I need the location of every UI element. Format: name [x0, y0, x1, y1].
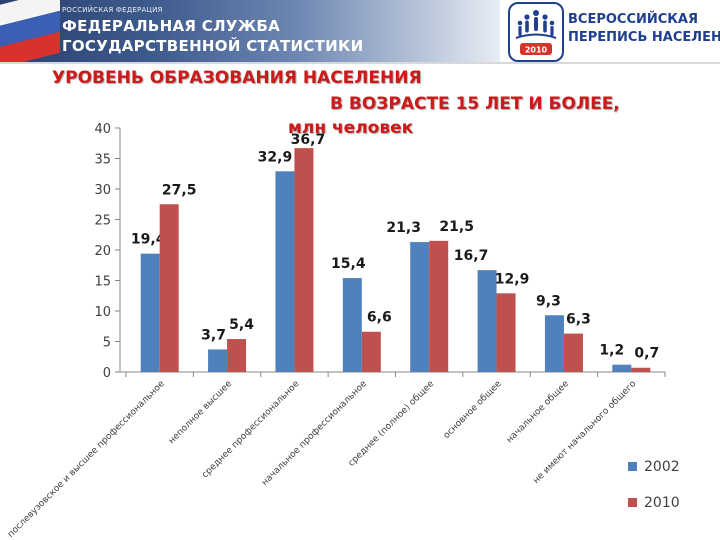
ministry-title-line2: ГОСУДАРСТВЕННОЙ СТАТИСТИКИ [62, 37, 364, 55]
data-label: 21,3 [386, 220, 421, 236]
bar-2002 [544, 315, 564, 372]
data-label: 6,3 [566, 312, 591, 328]
x-category-label: начальное профессиональное [260, 379, 369, 488]
data-label: 5,4 [229, 317, 254, 333]
data-label: 19,4 [131, 232, 166, 248]
bar-2010 [631, 367, 651, 372]
y-tick-label: 30 [94, 183, 111, 198]
census-title-line1: ВСЕРОССИЙСКАЯ [568, 12, 698, 27]
header-divider [0, 62, 720, 64]
y-tick-label: 35 [94, 153, 111, 168]
y-tick-label: 25 [94, 214, 111, 229]
data-label: 6,6 [367, 310, 392, 326]
legend-swatch-2002 [628, 462, 637, 471]
data-label: 9,3 [536, 293, 561, 309]
legend-label-2002: 2002 [644, 459, 680, 475]
bar-2002 [140, 253, 160, 372]
census-logo-block: 2010 ВСЕРОССИЙСКАЯ ПЕРЕПИСЬ НАСЕЛЕНИЯ [500, 0, 720, 62]
data-label: 12,9 [495, 271, 530, 287]
data-label: 16,7 [454, 248, 489, 264]
bar-2010 [294, 148, 314, 372]
census-logo-icon: 2010 [508, 2, 564, 62]
data-label: 3,7 [201, 327, 226, 343]
census-year: 2010 [525, 46, 548, 55]
data-label: 0,7 [634, 346, 659, 362]
y-tick-label: 20 [94, 244, 111, 259]
y-tick-label: 40 [94, 122, 111, 137]
bar-2010 [496, 293, 516, 372]
x-category-label: начальное общее [505, 379, 572, 446]
y-tick-label: 15 [94, 275, 111, 290]
bar-2002 [410, 242, 430, 372]
slide-title-line2: В ВОЗРАСТЕ 15 ЛЕТ И БОЛЕЕ, [330, 94, 620, 114]
y-tick-label: 5 [103, 336, 111, 351]
rosstat-banner: РОССИЙСКАЯ ФЕДЕРАЦИЯ ФЕДЕРАЛЬНАЯ СЛУЖБА … [0, 0, 500, 62]
bar-2002 [612, 364, 632, 372]
bar-2002 [275, 171, 295, 372]
bar-2010 [429, 240, 449, 372]
legend-swatch-2010 [628, 498, 637, 507]
bar-2002 [208, 349, 228, 372]
data-label: 21,5 [439, 219, 474, 235]
data-label: 36,7 [291, 132, 326, 148]
bar-2010 [563, 333, 583, 372]
data-label: 27,5 [162, 182, 197, 198]
bar-2002 [477, 270, 497, 372]
x-category-label: послевузовское и высшее профессиональное [6, 379, 167, 540]
legend-label-2010: 2010 [644, 495, 680, 511]
bar-2010 [227, 339, 247, 372]
census-title-line2: ПЕРЕПИСЬ НАСЕЛЕНИЯ [568, 30, 720, 45]
y-tick-label: 0 [103, 366, 111, 381]
x-category-label: неполное высшее [167, 379, 235, 447]
data-label: 1,2 [599, 343, 624, 359]
bar-2010 [159, 204, 179, 372]
data-label: 32,9 [258, 149, 293, 165]
y-tick-label: 10 [94, 305, 111, 320]
data-label: 15,4 [331, 256, 366, 272]
slide-title-line3: млн человек [288, 118, 414, 138]
ministry-title-line1: ФЕДЕРАЛЬНАЯ СЛУЖБА [62, 17, 280, 35]
x-category-label: основное общее [442, 379, 504, 441]
ministry-small-caption: РОССИЙСКАЯ ФЕДЕРАЦИЯ [62, 6, 163, 14]
slide-title-line1: УРОВЕНЬ ОБРАЗОВАНИЯ НАСЕЛЕНИЯ [52, 68, 422, 88]
bar-2010 [361, 331, 381, 372]
bar-2002 [342, 278, 362, 372]
